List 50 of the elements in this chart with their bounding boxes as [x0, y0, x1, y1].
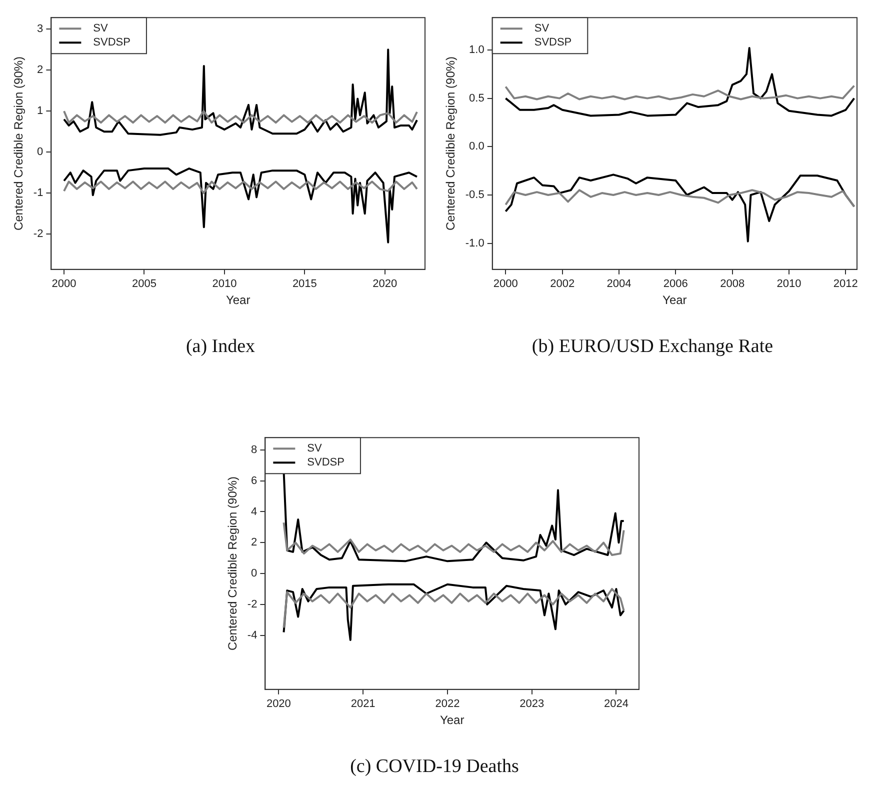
legend-label: SVDSP	[534, 36, 572, 49]
y-tick-label: -2	[247, 598, 258, 610]
x-axis-title: Year	[662, 293, 687, 308]
x-tick-label: 2023	[520, 698, 544, 710]
legend-label: SV	[534, 22, 550, 35]
text: (c) COVID-19 Deaths	[349, 756, 520, 778]
y-tick-label: 2	[37, 64, 44, 76]
y-tick-label: 0.0	[469, 140, 484, 153]
x-tick-label: 2000	[52, 278, 76, 290]
y-tick-label: -4	[247, 629, 258, 642]
y-tick-label: 4	[251, 506, 258, 518]
x-tick-label: 2024	[604, 698, 628, 710]
y-tick-label: 0	[251, 568, 258, 580]
legend-label: SV	[307, 442, 323, 455]
x-axis-title: Year	[226, 293, 250, 308]
y-axis-title: Centered Credible Region (90%)	[444, 56, 458, 231]
y-tick-label: 3	[37, 23, 44, 36]
x-tick-label: 2020	[266, 698, 291, 710]
x-tick-label: 2000	[493, 278, 518, 290]
x-tick-label: 2021	[350, 698, 376, 710]
y-tick-label: 2	[251, 536, 258, 549]
y-tick-label: -2	[33, 228, 44, 240]
y-tick-label: -1	[33, 187, 44, 200]
y-tick-label: 1	[37, 105, 44, 118]
y-tick-label: -0.5	[465, 189, 484, 202]
text: (b) EURO/USD Exchange Rate	[530, 336, 774, 358]
x-axis-title: Year	[440, 713, 464, 728]
y-tick-label: 6	[251, 474, 258, 487]
y-axis-title: Centered Credible Region (90%)	[226, 476, 240, 651]
x-tick-label: 2020	[372, 278, 398, 290]
y-tick-label: 0	[37, 146, 44, 158]
x-tick-label: 2005	[132, 278, 156, 290]
legend-label: SVDSP	[307, 456, 344, 469]
y-tick-label: 1.0	[469, 44, 484, 56]
x-tick-label: 2010	[776, 278, 802, 290]
y-tick-label: -1.0	[465, 237, 484, 250]
x-tick-label: 2006	[663, 278, 688, 290]
x-tick-label: 2004	[606, 278, 632, 290]
y-axis-title: Centered Credible Region (90%)	[12, 56, 26, 231]
legend-label: SVDSP	[93, 36, 130, 49]
legend-label: SV	[93, 22, 109, 35]
x-tick-label: 2015	[292, 278, 317, 290]
x-tick-label: 2002	[550, 278, 575, 290]
y-tick-label: 8	[251, 444, 258, 456]
x-tick-label: 2012	[833, 278, 858, 290]
x-tick-label: 2022	[435, 698, 460, 710]
text: (a) Index	[184, 336, 256, 358]
x-tick-label: 2010	[212, 278, 237, 290]
y-tick-label: 0.5	[469, 92, 484, 104]
x-tick-label: 2008	[720, 278, 745, 290]
